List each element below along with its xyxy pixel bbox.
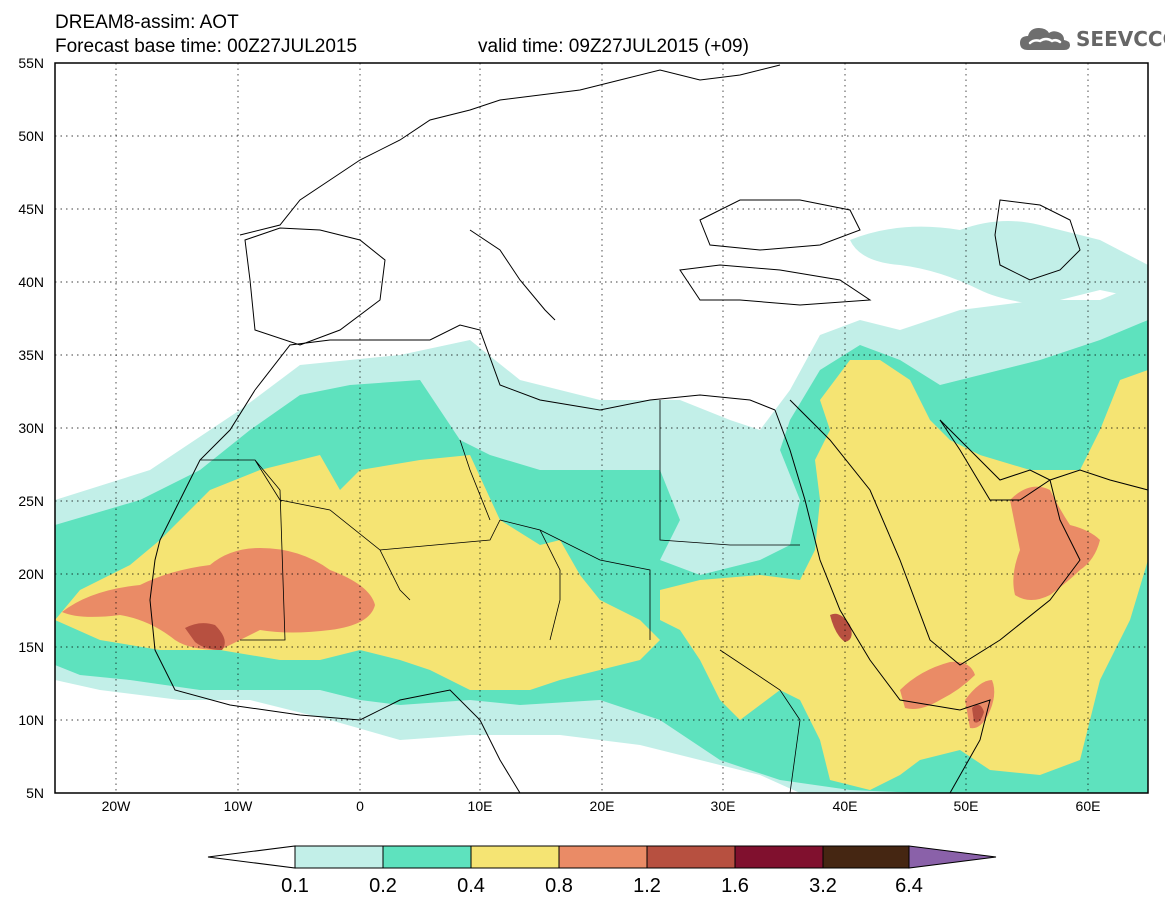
lon-label: 40E (833, 798, 858, 814)
lon-label: 30E (711, 798, 736, 814)
colorbar-low-arrow (207, 845, 296, 869)
aot-0.8-field-east (1010, 486, 1100, 600)
colorbar-bin (822, 845, 910, 869)
lat-label: 50N (18, 128, 44, 144)
lat-label: 35N (18, 347, 44, 363)
aot-1.2-field-somalia (972, 704, 984, 723)
cloud-icon (1020, 28, 1070, 50)
italy-coastline (469, 229, 556, 321)
colorbar-label: 6.4 (895, 875, 923, 897)
lat-label: 10N (18, 712, 44, 728)
colorbar: 0.1 0.2 0.4 0.8 1.2 1.6 3.2 6.4 (207, 845, 997, 897)
colorbar-label: 0.4 (457, 875, 485, 897)
aot-0.1-field-north (850, 221, 1148, 305)
west-africa-coastline (149, 389, 521, 793)
lat-label: 55N (18, 55, 44, 71)
colorbar-bin (294, 845, 384, 869)
lat-label: 15N (18, 639, 44, 655)
lon-label: 50E (954, 798, 979, 814)
aot-0.8-field-somalia (965, 680, 995, 729)
land-borders (200, 400, 801, 793)
lon-label: 10E (468, 798, 493, 814)
gridlines (55, 63, 1148, 793)
arabia-coastline (789, 399, 1081, 666)
colorbar-high-arrow (908, 845, 997, 869)
lat-label: 20N (18, 566, 44, 582)
europe-coastline (239, 64, 781, 236)
colorbar-label: 3.2 (809, 875, 837, 897)
colorbar-bin (646, 845, 736, 869)
colorbar-bin (382, 845, 472, 869)
lon-label: 20E (590, 798, 615, 814)
colorbar-bin (558, 845, 648, 869)
lon-label: 10W (224, 798, 254, 814)
aot-0.8-field-west (62, 548, 375, 650)
lat-label: 40N (18, 274, 44, 290)
aot-0.4-field-east (660, 360, 1148, 790)
caspian-coastline (994, 199, 1081, 281)
north-africa-coastline (254, 324, 776, 411)
anatolia-coastline (679, 264, 872, 306)
latitude-labels: 55N 50N 45N 40N 35N 30N 25N 20N 15N 10N … (18, 55, 44, 801)
colorbar-label: 0.1 (281, 875, 309, 897)
coastlines (149, 64, 1148, 793)
map-title: DREAM8-assim: AOT (55, 12, 239, 33)
aot-0.8-field-yemen (900, 661, 975, 709)
colorbar-label: 0.8 (545, 875, 573, 897)
gulf-iran-coastline (939, 419, 1148, 501)
aot-1.2-field-mali (185, 623, 225, 650)
colorbar-bin (734, 845, 824, 869)
lat-label: 45N (18, 201, 44, 217)
lat-label: 25N (18, 493, 44, 509)
valid-time: valid time: 09Z27JUL2015 (+09) (478, 36, 749, 57)
iberia-coastline (244, 227, 386, 346)
aot-fields (55, 63, 1148, 793)
logo-text: SEEVCCC (1076, 27, 1165, 51)
lon-label: 0 (356, 798, 364, 814)
colorbar-label: 1.2 (633, 875, 661, 897)
colorbar-bin (470, 845, 560, 869)
lat-label: 30N (18, 420, 44, 436)
lon-label: 20W (102, 798, 132, 814)
lon-label: 60E (1076, 798, 1101, 814)
black-sea-coastline (699, 199, 861, 251)
forecast-base-time: Forecast base time: 00Z27JUL2015 (55, 36, 358, 57)
colorbar-label: 0.2 (369, 875, 397, 897)
red-sea-coastline (774, 409, 991, 793)
map-frame (54, 62, 1149, 794)
colorbar-label: 1.6 (721, 875, 749, 897)
seevccc-logo: SEEVCCC (1018, 24, 1165, 54)
lat-label: 5N (26, 785, 44, 801)
longitude-labels: 20W 10W 0 10E 20E 30E 40E 50E 60E (102, 798, 1101, 814)
